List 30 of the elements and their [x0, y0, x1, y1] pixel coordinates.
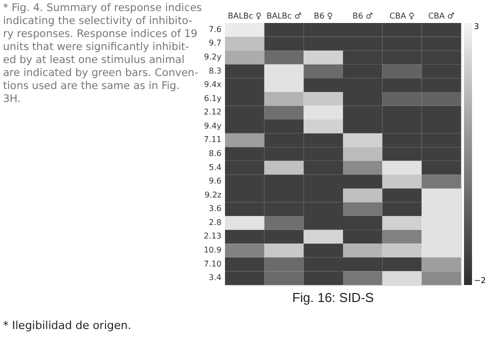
y-tick-label: 9.2y	[204, 52, 222, 62]
y-tick-label: 6.1y	[204, 94, 222, 103]
y-tick-label: 2.12	[204, 108, 222, 117]
text: Fig. 16: SID-S	[292, 290, 374, 305]
x-tick-label: BALBc ♂	[266, 12, 302, 20]
y-tick-label: 9.4y	[204, 121, 222, 130]
color-bar-label: 3	[474, 22, 480, 31]
y-tick-label: 9.2z	[204, 190, 222, 200]
y-tick-label: 9.4x	[204, 80, 222, 90]
x-tick-label: B6 ♀	[314, 12, 333, 20]
x-tick-label: B6 ♂	[352, 12, 373, 20]
x-tick-label: BALBc ♀	[228, 12, 262, 20]
y-tick-label: 3.6	[208, 204, 222, 214]
y-tick-label: 9.6	[208, 176, 222, 186]
y-tick-label: 5.4	[208, 162, 222, 172]
y-tick-label: 7.11	[204, 135, 222, 144]
y-tick-label: 9.7	[208, 38, 222, 48]
y-tick-label: 3.4	[208, 273, 222, 282]
x-tick-label: CBA ♀	[390, 12, 415, 20]
y-tick-label: 8.3	[208, 66, 222, 76]
x-tick-label: CBA ♂	[428, 12, 454, 20]
text: * Fig. 4. Summary of response indices indicating the selectivity of inhibito- ry responses. Response indices of 19 units that were significantly inhibit- ed by at least one stimulus animal are indicated by green bars. Conven- tions used are the same as in Fig. 3H.	[3, 2, 202, 105]
y-tick-label: 2.13	[204, 232, 222, 241]
y-tick-label: 7.6	[208, 24, 222, 34]
y-tick-label: 8.6	[208, 149, 222, 158]
color-bar-label: −2	[474, 276, 486, 285]
y-tick-label: 2.8	[208, 218, 222, 227]
y-tick-label: 7.10	[204, 259, 222, 268]
text: * Ilegibilidad de origen.	[3, 319, 132, 332]
y-tick-label: 10.9	[204, 246, 222, 255]
